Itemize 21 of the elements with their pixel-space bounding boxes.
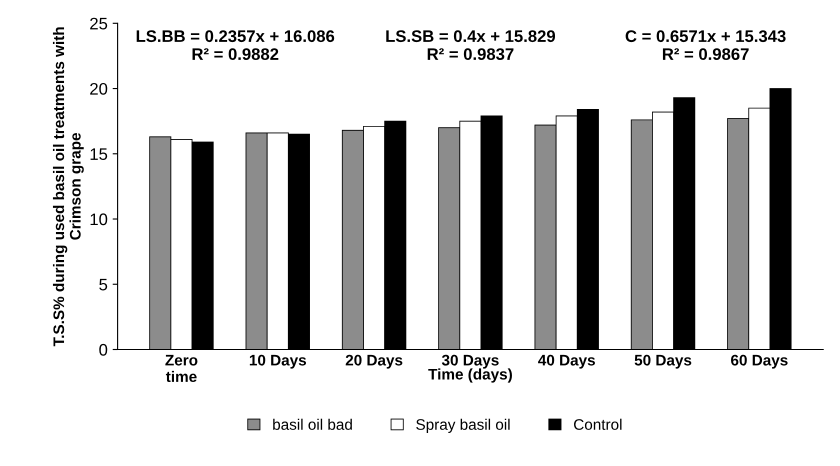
annotation: LS.BB = 0.2357x + 16.086 R² = 0.9882 (136, 30, 334, 60)
y-axis-title: T.S.S% during used basil oil treatments with Crimson grape (52, 27, 84, 346)
annotation: LS.SB = 0.4x + 15.829 R² = 0.9837 (386, 30, 556, 60)
y-tick-label: 15 (90, 148, 108, 160)
y-tick-label: 25 (90, 18, 108, 30)
x-tick-label: 50 Days (634, 354, 692, 369)
x-tick-label: Zero time (165, 354, 198, 382)
y-tick-label: 20 (90, 82, 108, 95)
y-tick-label: 10 (90, 213, 108, 226)
x-tick-label: 20 Days (346, 354, 402, 369)
y-tick-label: 5 (99, 278, 108, 290)
x-tick-label: 60 Days (731, 354, 788, 369)
x-axis-title: Time (days) (428, 368, 512, 383)
x-tick-label: 30 Days (442, 354, 499, 369)
legend-label: Spray basil oil (416, 418, 510, 433)
x-tick-label: 10 Days (250, 354, 306, 369)
legend-label: Control (574, 418, 622, 430)
x-tick-label: 40 Days (538, 354, 595, 369)
annotation: C = 0.6571x + 15.343 R² = 0.9867 (626, 30, 786, 60)
y-tick-label: 0 (99, 344, 108, 356)
legend-label: basil oil bad (273, 418, 352, 430)
